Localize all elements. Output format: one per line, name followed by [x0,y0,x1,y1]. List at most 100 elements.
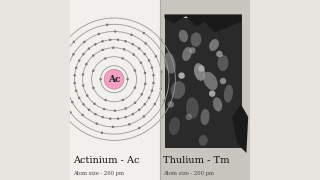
Circle shape [58,75,60,78]
Circle shape [209,90,215,97]
Circle shape [93,103,96,105]
Ellipse shape [191,32,201,47]
Circle shape [132,53,135,56]
Circle shape [124,107,127,110]
Circle shape [73,41,75,43]
Circle shape [151,66,153,69]
Circle shape [78,59,80,62]
Ellipse shape [203,72,218,90]
Circle shape [92,87,95,89]
Circle shape [164,99,166,102]
Ellipse shape [218,55,228,71]
Text: Atom size - 200 pm: Atom size - 200 pm [163,170,214,175]
Ellipse shape [194,63,205,81]
Circle shape [198,65,205,72]
Circle shape [144,72,146,74]
Circle shape [101,40,104,43]
Ellipse shape [171,81,185,99]
Circle shape [148,96,150,99]
Circle shape [143,32,145,34]
Circle shape [132,113,134,115]
Circle shape [121,57,124,60]
Circle shape [138,109,140,111]
Ellipse shape [199,135,208,146]
Text: Actinium - Ac: Actinium - Ac [73,156,139,165]
Circle shape [148,59,150,62]
Circle shape [66,85,68,88]
Circle shape [83,41,85,43]
Circle shape [126,78,129,80]
Circle shape [160,87,162,90]
Circle shape [98,33,100,35]
Circle shape [122,99,124,101]
Circle shape [85,63,88,65]
Circle shape [140,62,142,64]
Circle shape [94,43,97,46]
Circle shape [101,116,104,118]
Ellipse shape [209,39,219,51]
Circle shape [132,43,134,46]
Circle shape [216,51,223,57]
Circle shape [138,47,140,50]
Circle shape [72,53,75,56]
Circle shape [82,53,85,55]
Ellipse shape [164,52,176,74]
Circle shape [81,114,84,116]
Circle shape [152,74,155,76]
Circle shape [160,39,162,41]
Circle shape [82,84,84,87]
Circle shape [152,82,155,84]
Ellipse shape [169,117,180,135]
Bar [70,0,160,180]
Polygon shape [164,14,242,32]
Circle shape [109,39,111,41]
Circle shape [134,102,136,104]
Text: Ac: Ac [108,75,120,84]
Circle shape [186,114,192,120]
Circle shape [73,82,76,84]
Circle shape [75,67,77,69]
Circle shape [154,103,156,105]
Text: Atom size - 260 pm: Atom size - 260 pm [73,170,124,175]
Circle shape [66,117,68,120]
Circle shape [92,69,94,72]
Circle shape [130,33,133,36]
Ellipse shape [224,85,233,103]
Bar [164,18,242,148]
Circle shape [114,30,116,33]
Circle shape [117,117,119,120]
Circle shape [92,54,94,57]
Circle shape [144,42,147,45]
Circle shape [109,117,112,120]
Text: Thulium - Tm: Thulium - Tm [163,156,229,165]
Circle shape [71,101,74,103]
Circle shape [124,40,127,42]
Circle shape [138,127,140,129]
Circle shape [112,46,115,49]
Circle shape [128,123,131,126]
Circle shape [104,69,124,89]
Circle shape [95,122,98,125]
Circle shape [82,103,85,106]
Circle shape [140,93,143,96]
Ellipse shape [179,30,188,42]
Circle shape [99,78,102,80]
Circle shape [143,115,145,118]
Circle shape [69,111,72,114]
Circle shape [82,73,84,76]
Circle shape [78,97,80,99]
Circle shape [112,126,114,128]
Ellipse shape [200,109,210,125]
Circle shape [106,23,108,26]
Circle shape [123,48,125,51]
Circle shape [151,89,153,92]
Ellipse shape [213,97,222,112]
Circle shape [143,53,146,55]
Circle shape [75,89,77,92]
Circle shape [189,47,196,54]
Circle shape [117,39,119,41]
Ellipse shape [182,47,192,61]
Circle shape [66,69,68,71]
Circle shape [104,57,107,60]
Circle shape [88,109,90,111]
